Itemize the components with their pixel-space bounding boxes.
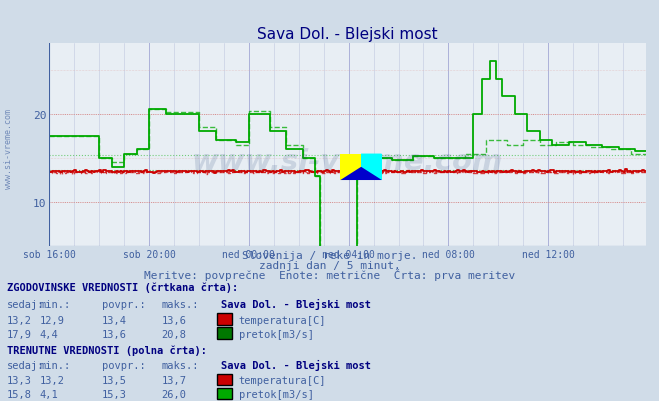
Polygon shape — [340, 167, 382, 180]
Bar — [340, 154, 382, 180]
Text: 26,0: 26,0 — [161, 389, 186, 399]
Title: Sava Dol. - Blejski most: Sava Dol. - Blejski most — [257, 26, 438, 42]
Text: 13,5: 13,5 — [102, 375, 127, 385]
Text: Sava Dol. - Blejski most: Sava Dol. - Blejski most — [221, 298, 371, 309]
Text: sedaj:: sedaj: — [7, 299, 44, 309]
Text: Meritve: povprečne  Enote: metrične  Črta: prva meritev: Meritve: povprečne Enote: metrične Črta:… — [144, 269, 515, 281]
Text: www.si-vreme.com: www.si-vreme.com — [192, 148, 503, 176]
Text: povpr.:: povpr.: — [102, 360, 146, 370]
Text: pretok[m3/s]: pretok[m3/s] — [239, 329, 314, 339]
Text: 12,9: 12,9 — [40, 315, 65, 325]
Text: 13,2: 13,2 — [40, 375, 65, 385]
Text: pretok[m3/s]: pretok[m3/s] — [239, 389, 314, 399]
Text: 20,8: 20,8 — [161, 329, 186, 339]
Text: sedaj:: sedaj: — [7, 360, 44, 370]
Text: zadnji dan / 5 minut.: zadnji dan / 5 minut. — [258, 261, 401, 271]
Text: temperatura[C]: temperatura[C] — [239, 375, 326, 385]
Text: ZGODOVINSKE VREDNOSTI (črtkana črta):: ZGODOVINSKE VREDNOSTI (črtkana črta): — [7, 282, 238, 293]
Text: Sava Dol. - Blejski most: Sava Dol. - Blejski most — [221, 359, 371, 370]
Text: min.:: min.: — [40, 299, 71, 309]
Text: maks.:: maks.: — [161, 360, 199, 370]
Text: Slovenija / reke in morje.: Slovenija / reke in morje. — [242, 251, 417, 261]
Text: 15,3: 15,3 — [102, 389, 127, 399]
Text: maks.:: maks.: — [161, 299, 199, 309]
Text: TRENUTNE VREDNOSTI (polna črta):: TRENUTNE VREDNOSTI (polna črta): — [7, 344, 206, 355]
Text: www.si-vreme.com: www.si-vreme.com — [4, 108, 13, 188]
Text: 17,9: 17,9 — [7, 329, 32, 339]
Text: 15,8: 15,8 — [7, 389, 32, 399]
Text: 13,4: 13,4 — [102, 315, 127, 325]
Text: 13,2: 13,2 — [7, 315, 32, 325]
Text: 4,4: 4,4 — [40, 329, 58, 339]
Polygon shape — [361, 154, 382, 167]
Text: povpr.:: povpr.: — [102, 299, 146, 309]
Text: temperatura[C]: temperatura[C] — [239, 315, 326, 325]
Text: 4,1: 4,1 — [40, 389, 58, 399]
Text: 13,6: 13,6 — [161, 315, 186, 325]
Text: 13,7: 13,7 — [161, 375, 186, 385]
Text: 13,3: 13,3 — [7, 375, 32, 385]
Text: min.:: min.: — [40, 360, 71, 370]
Text: 13,6: 13,6 — [102, 329, 127, 339]
Polygon shape — [361, 154, 382, 180]
